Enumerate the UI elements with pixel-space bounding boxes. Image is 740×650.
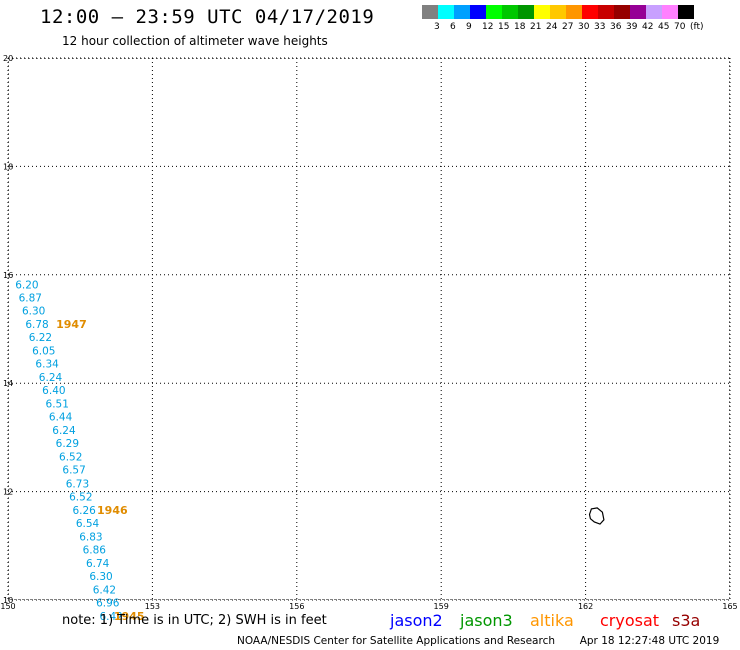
color-swatch [550,5,566,19]
color-swatch [614,5,630,19]
color-scale-label: 24 [546,22,558,32]
swh-value-label: 6.44 [49,412,73,424]
color-swatch [662,5,678,19]
color-swatch [502,5,518,19]
y-tick-label: 16 [3,271,13,280]
x-tick-label: 153 [145,602,160,611]
swh-value-label: 6.42 [93,584,116,596]
swh-value-label: 6.40 [42,385,65,397]
color-swatch [422,5,438,19]
map-plot: 150 153 156 159 162 1651012141618206.206.876.… [0,54,737,623]
color-scale-label: 70 [674,22,686,32]
color-scale [422,5,694,19]
swh-value-label: 6.86 [83,544,107,556]
time-label: 1945 [114,610,145,623]
credit-text: NOAA/NESDIS Center for Satellite Applica… [237,635,555,647]
color-scale-label: 33 [594,22,606,32]
color-scale-label: 42 [642,22,654,32]
x-tick-label: 165 [722,602,737,611]
color-scale-label: 6 [450,22,456,32]
swh-value-label: 6.29 [56,438,79,450]
y-tick-label: 20 [3,54,13,63]
page-title: 12:00 – 23:59 UTC 04/17/2019 [40,6,375,28]
color-scale-label: 12 [482,22,494,32]
swh-value-label: 6.73 [66,478,89,490]
color-swatch [678,5,694,19]
swh-value-label: 6.87 [19,292,42,304]
swh-value-label: 6.34 [35,358,59,370]
color-scale-label: (ft) [690,22,704,32]
color-scale-label: 27 [562,22,574,32]
color-scale-label: 3 [434,22,440,32]
color-swatch [582,5,598,19]
swh-value-label: 6.83 [79,531,102,543]
color-scale-label: 21 [530,22,542,32]
color-swatch [438,5,454,19]
swh-value-label: 6.42 [99,611,122,623]
swh-value-label: 6.52 [59,452,82,464]
y-tick-label: 14 [3,379,13,388]
legend-cryosat: cryosat [600,611,660,630]
color-scale-label: 30 [578,22,590,32]
color-scale-label: 18 [514,22,526,32]
y-tick-label: 12 [3,488,13,497]
swh-value-label: 6.24 [52,425,76,437]
swh-value-label: 6.57 [62,465,85,477]
time-label: 1946 [97,504,128,517]
swh-value-label: 6.51 [46,399,69,411]
swh-value-label: 6.20 [15,279,38,291]
map-frame [8,58,730,600]
color-scale-labels: 3 6 9 12 15 18 21 24 27 30 33 36 39 42 45 70 (ft) [422,22,740,34]
legend-altika: altika [530,611,574,630]
swh-value-label: 6.24 [39,372,63,384]
color-swatch [566,5,582,19]
swh-value-label: 6.52 [69,491,92,503]
credit-line: NOAA/NESDIS Center for Satellite Applica… [237,635,719,647]
swh-value-label: 6.22 [29,332,52,344]
timestamp: Apr 18 12:27:48 UTC 2019 [579,635,720,647]
color-scale-label: 15 [498,22,510,32]
y-tick-label: 10 [3,596,13,605]
color-swatch [646,5,662,19]
color-scale-label: 9 [466,22,472,32]
color-swatch [470,5,486,19]
page-subtitle: 12 hour collection of altimeter wave hei… [62,34,328,48]
color-swatch [486,5,502,19]
y-tick-label: 18 [3,162,13,171]
swh-value-label: 6.78 [25,319,48,331]
color-swatch [598,5,614,19]
x-tick-label: 156 [289,602,304,611]
island-outline [588,507,605,525]
x-tick-label: 162 [578,602,593,611]
color-swatch [518,5,534,19]
color-swatch [534,5,550,19]
color-swatch [454,5,470,19]
legend-s3a: s3a [672,611,701,630]
time-label: 1947 [56,318,87,331]
swh-value-label: 6.74 [86,558,110,570]
footnote: note: 1) Time is in UTC; 2) SWH is in fe… [62,613,327,628]
swh-value-label: 6.05 [32,345,55,357]
legend-jason2: jason2 [390,611,443,630]
color-scale-label: 45 [658,22,670,32]
swh-value-label: 6.96 [96,598,120,610]
swh-value-label: 6.30 [89,571,112,583]
swh-value-label: 6.54 [76,518,100,530]
x-tick-label: 150 [0,602,15,611]
color-scale-label: 39 [626,22,638,32]
legend-jason3: jason3 [460,611,513,630]
x-tick-label: 159 [434,602,449,611]
color-swatch [630,5,646,19]
swh-value-label: 6.26 [72,505,96,517]
color-scale-label: 36 [610,22,622,32]
swh-value-label: 6.30 [22,305,45,317]
